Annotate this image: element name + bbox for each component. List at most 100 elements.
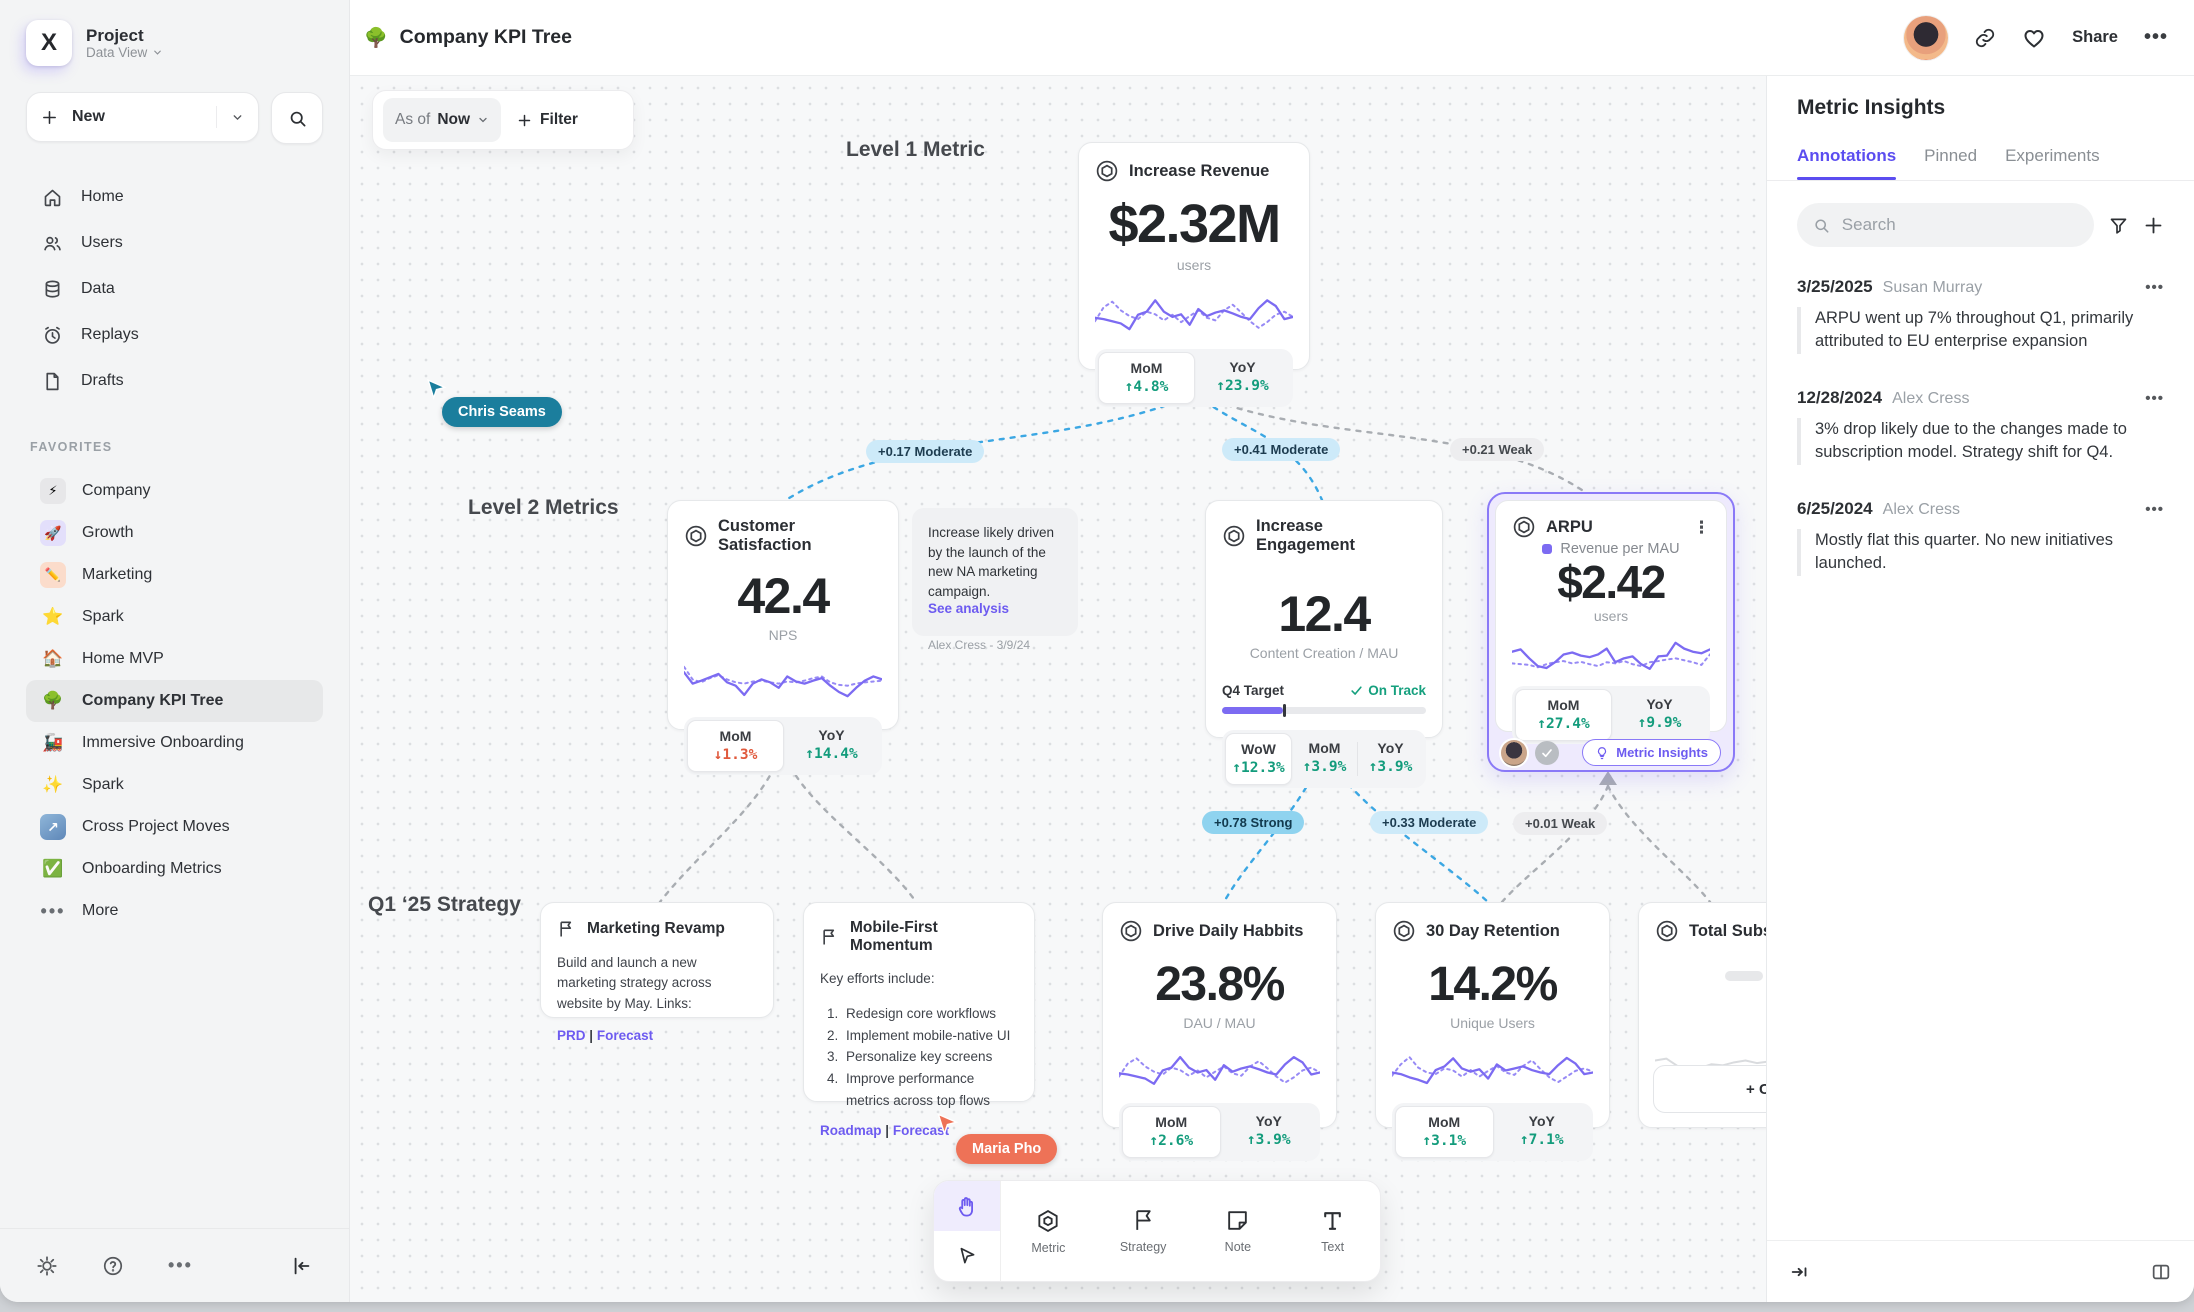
chevron-down-icon[interactable] [231, 111, 244, 124]
sidebar-item-drafts[interactable]: Drafts [26, 358, 323, 404]
sidebar-item-users[interactable]: Users [26, 220, 323, 266]
favorite-item-company[interactable]: ⚡ Company [26, 470, 323, 512]
sidebar-item-replays[interactable]: Replays [26, 312, 323, 358]
house-icon: 🏠 [42, 649, 64, 668]
yoy-toggle[interactable]: YoY ↑3.9% [1368, 740, 1413, 775]
correlation-pill[interactable]: +0.21 Weak [1450, 438, 1545, 461]
tab-experiments[interactable]: Experiments [2005, 146, 2100, 165]
metric-card-increase-engagement[interactable]: Increase Engagement 12.4 Content Creatio… [1205, 500, 1443, 788]
annotations-search[interactable] [1797, 203, 2094, 247]
more-menu-icon[interactable]: ••• [2143, 26, 2168, 48]
kebab-menu-icon[interactable]: ⋮ [1693, 517, 1710, 537]
mom-toggle[interactable]: MoM ↑3.1% [1395, 1106, 1494, 1158]
help-icon[interactable] [102, 1255, 124, 1277]
arrow-up-icon: ↗ [40, 814, 66, 840]
correlation-pill[interactable]: +0.01 Weak [1513, 812, 1608, 835]
tool-strategy[interactable]: Strategy [1096, 1181, 1191, 1281]
favorite-item-cross-project-moves[interactable]: ↗ Cross Project Moves [26, 806, 323, 848]
favorite-item-home-mvp[interactable]: 🏠 Home MVP [26, 638, 323, 680]
metric-card-customer-satisfaction[interactable]: Customer Satisfaction 42.4 NPS MoM ↓1.3%… [667, 500, 899, 775]
sidebar-item-home[interactable]: Home [26, 174, 323, 220]
metric-insights-button[interactable]: Metric Insights [1582, 739, 1721, 766]
canvas-toolbar: Metric Strategy Note Text [933, 1180, 1381, 1282]
prd-link[interactable]: PRD [557, 1027, 586, 1043]
tool-note[interactable]: Note [1191, 1181, 1286, 1281]
correlation-pill[interactable]: +0.17 Moderate [866, 440, 985, 463]
split-panel-icon[interactable] [2150, 1261, 2172, 1283]
correlation-pill[interactable]: +0.78 Strong [1202, 811, 1305, 834]
annotation-note-card[interactable]: Increase likely driven by the launch of … [912, 508, 1078, 652]
user-avatar[interactable] [1904, 15, 1949, 60]
metric-card-increase-revenue[interactable]: Increase Revenue $2.32M users MoM ↑4.8% … [1078, 142, 1310, 407]
yoy-toggle[interactable]: YoY ↑14.4% [805, 727, 858, 762]
annotation-date: 12/28/2024 [1797, 387, 1883, 407]
as-of-value: Now [437, 111, 471, 128]
favorite-item-onboarding-metrics[interactable]: ✅ Onboarding Metrics [26, 848, 323, 890]
wow-toggle[interactable]: WoW ↑12.3% [1225, 733, 1292, 785]
collapse-sidebar-icon[interactable] [291, 1255, 313, 1277]
favorite-heart-icon[interactable] [2022, 26, 2046, 50]
roadmap-link[interactable]: Roadmap [820, 1123, 882, 1139]
strategy-card-marketing-revamp[interactable]: Marketing Revamp Build and launch a new … [540, 902, 774, 1043]
annotation-item[interactable]: 6/25/2024 Alex Cress ••• Mostly flat thi… [1797, 499, 2164, 576]
metric-card-30-day-retention[interactable]: 30 Day Retention 14.2% Unique Users MoM … [1375, 902, 1610, 1161]
select-tool-button[interactable] [934, 1231, 1000, 1281]
sidebar-more-icon[interactable]: ••• [168, 1255, 193, 1275]
correlation-pill[interactable]: +0.41 Moderate [1222, 438, 1341, 461]
share-button[interactable]: Share [2072, 28, 2118, 46]
mom-toggle[interactable]: MoM ↑4.8% [1098, 352, 1195, 404]
annotation-item[interactable]: 12/28/2024 Alex Cress ••• 3% drop likely… [1797, 388, 2164, 465]
favorite-item-growth[interactable]: 🚀 Growth [26, 512, 323, 554]
strategy-card-mobile-first[interactable]: Mobile-First Momentum Key efforts includ… [803, 902, 1035, 1138]
favorite-item-spark[interactable]: ⭐ Spark [26, 596, 323, 638]
filter-funnel-icon[interactable] [2108, 215, 2129, 236]
metric-card-total-subscriptions[interactable]: Total Subscriptions + Connect [1638, 902, 1766, 1128]
annotation-menu-icon[interactable]: ••• [2145, 279, 2164, 296]
metric-card-drive-daily-habbits[interactable]: Drive Daily Habbits 23.8% DAU / MAU MoM … [1102, 902, 1337, 1161]
as-of-dropdown[interactable]: As of Now [383, 98, 502, 142]
yoy-toggle[interactable]: YoY ↑23.9% [1216, 359, 1269, 394]
mom-toggle[interactable]: MoM ↑27.4% [1515, 689, 1612, 741]
annotation-menu-icon[interactable]: ••• [2145, 500, 2164, 518]
tool-metric[interactable]: Metric [1001, 1181, 1096, 1281]
metric-title: Increase Engagement [1256, 517, 1356, 554]
hand-tool-button[interactable] [934, 1181, 1000, 1231]
tab-annotations[interactable]: Annotations [1797, 146, 1897, 180]
yoy-toggle[interactable]: YoY ↑3.9% [1246, 1113, 1291, 1148]
yoy-toggle[interactable]: YoY ↑9.9% [1637, 696, 1682, 731]
filter-button[interactable]: Filter [505, 111, 590, 129]
add-annotation-icon[interactable] [2143, 215, 2164, 236]
cursor-tool-icon [960, 1247, 974, 1263]
collapse-panel-icon[interactable] [1789, 1261, 1811, 1283]
forecast-link[interactable]: Forecast [596, 1027, 654, 1043]
annotation-menu-icon[interactable]: ••• [2145, 389, 2164, 407]
favorite-item-spark-2[interactable]: ✨ Spark [26, 764, 323, 806]
tab-pinned[interactable]: Pinned [1924, 146, 1978, 165]
favorite-item-immersive-onboarding[interactable]: 🚂 Immersive Onboarding [26, 722, 323, 764]
see-analysis-link[interactable]: See analysis [928, 601, 1010, 617]
favorite-item-marketing[interactable]: ✏️ Marketing [26, 554, 323, 596]
metric-card-arpu-selected[interactable]: ARPU ⋮ Revenue per MAU $2.42 users MoM ↑… [1487, 492, 1735, 772]
copy-link-icon[interactable] [1974, 27, 1996, 49]
sidebar-item-data[interactable]: Data [26, 266, 323, 312]
settings-gear-icon[interactable] [36, 1255, 58, 1277]
search-input[interactable] [1839, 214, 2078, 236]
forecast-link[interactable]: Forecast [892, 1123, 950, 1139]
correlation-pill[interactable]: +0.33 Moderate [1370, 811, 1489, 834]
annotation-item[interactable]: 3/25/2025 Susan Murray ••• ARPU went up … [1797, 277, 2164, 354]
tool-text[interactable]: Text [1285, 1181, 1380, 1281]
sidebar-search-button[interactable] [271, 92, 323, 144]
connect-button[interactable]: + Connect [1653, 1065, 1766, 1113]
metric-card-arpu[interactable]: ARPU ⋮ Revenue per MAU $2.42 users MoM ↑… [1495, 500, 1727, 744]
favorites-more[interactable]: ••• More [26, 890, 323, 932]
metric-hexagon-icon [1512, 515, 1536, 539]
metric-hexagon-icon [1119, 919, 1143, 943]
project-switcher[interactable]: X Project Data View [26, 18, 323, 68]
favorite-item-company-kpi-tree[interactable]: 🌳 Company KPI Tree [26, 680, 323, 722]
mom-toggle[interactable]: MoM ↑3.9% [1302, 740, 1347, 775]
kpi-tree-canvas[interactable]: As of Now Filter Level 1 Metric Level 2 … [350, 0, 1766, 1302]
mom-toggle[interactable]: MoM ↓1.3% [687, 720, 784, 772]
yoy-toggle[interactable]: YoY ↑7.1% [1519, 1113, 1564, 1148]
new-button[interactable]: New [26, 92, 259, 142]
mom-toggle[interactable]: MoM ↑2.6% [1122, 1106, 1221, 1158]
